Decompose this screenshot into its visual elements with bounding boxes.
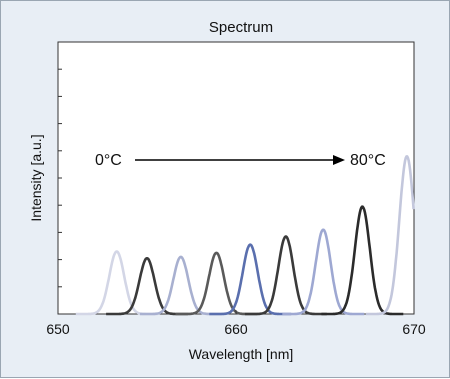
annotation-end-temp: 80°C (350, 152, 386, 169)
x-axis-label: Wavelength [nm] (189, 346, 294, 362)
spectrum-peak-curve (244, 235, 328, 316)
spectrum-peak-curve (174, 251, 258, 316)
chart-title: Spectrum (209, 19, 273, 36)
x-tick-label: 670 (402, 321, 426, 337)
spectrum-peak-curve (139, 255, 223, 316)
spectrum-peak-curve (208, 243, 292, 316)
spectrum-peak-curve (105, 257, 189, 316)
plot-area (57, 41, 415, 315)
x-axis-tick-labels: 650 660 670 (46, 310, 426, 337)
spectrum-curves (75, 155, 415, 316)
y-axis-ticks (58, 68, 62, 288)
spectrum-peak-curve (365, 155, 415, 316)
y-axis-label: Intensity [a.u.] (28, 134, 44, 221)
temperature-arrow-head (333, 155, 345, 165)
x-tick-label: 650 (46, 321, 70, 337)
spectrum-peak-curve (320, 205, 404, 316)
spectrum-peak-curve (281, 228, 365, 316)
annotation-start-temp: 0°C (95, 152, 122, 169)
x-tick-label: 660 (224, 321, 248, 337)
